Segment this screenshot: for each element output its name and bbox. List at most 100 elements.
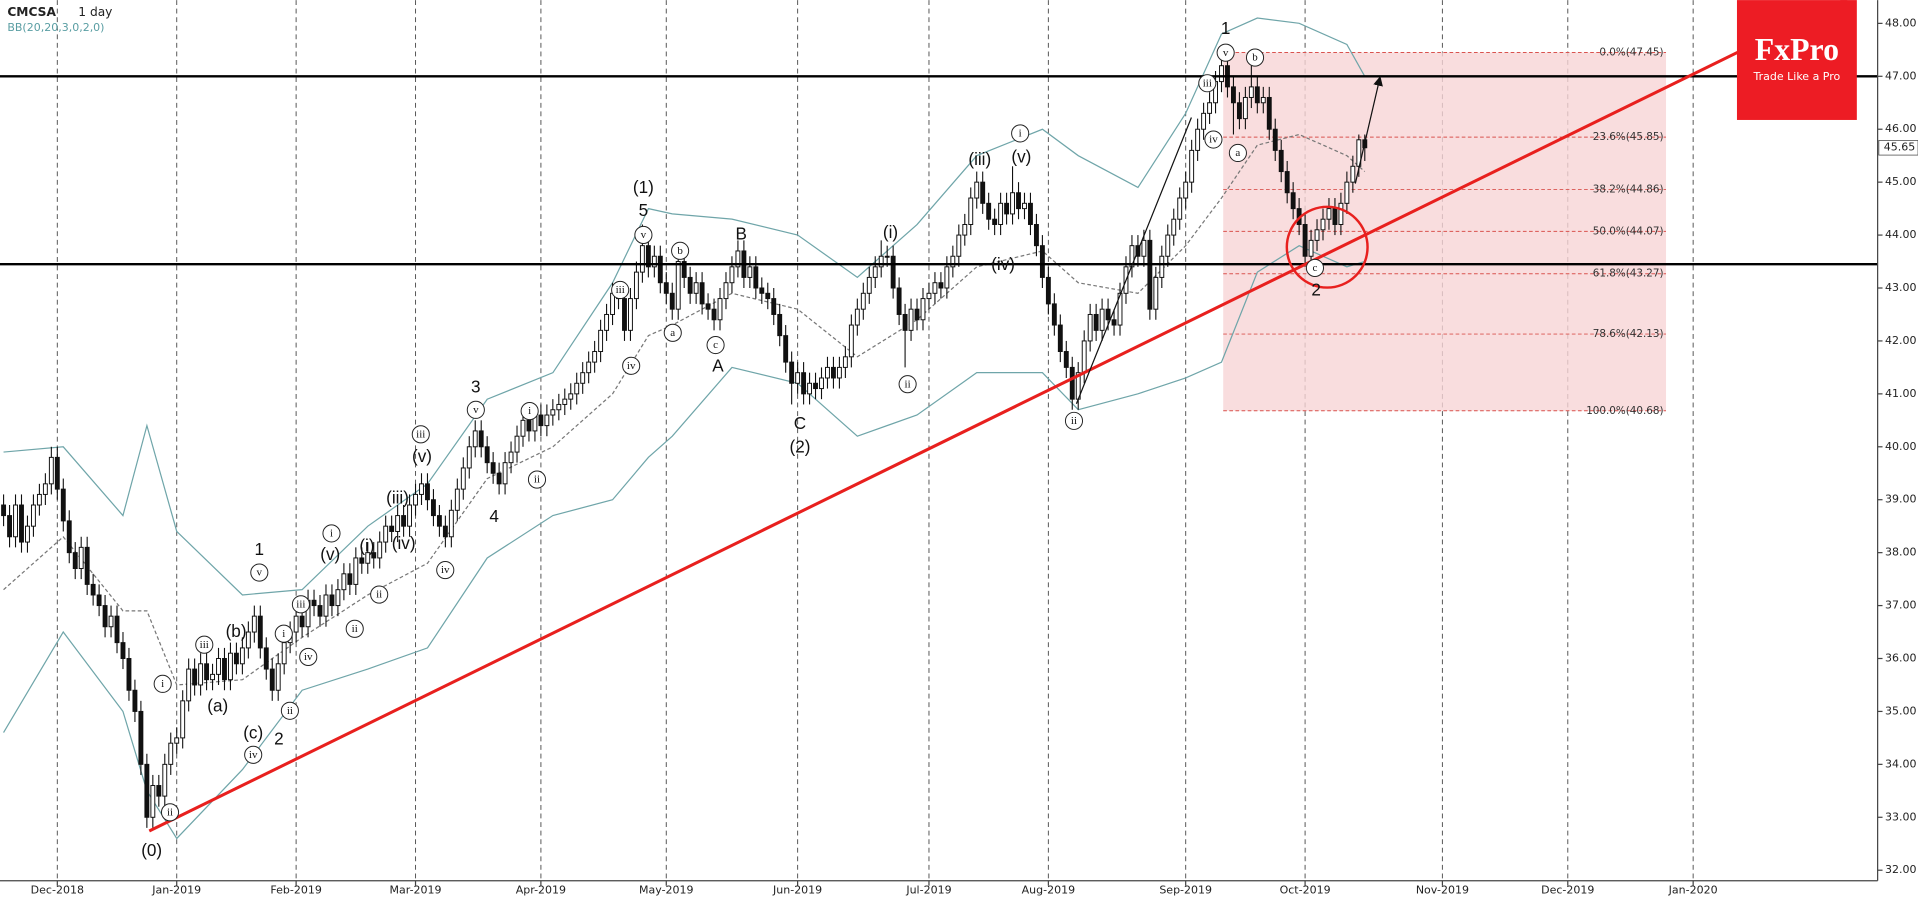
y-tick-label: 37.00	[1885, 599, 1917, 612]
candle-body	[1099, 308, 1105, 331]
wave-label: (v)	[412, 447, 432, 466]
candle-body	[986, 202, 992, 220]
candle-body	[669, 292, 675, 310]
wave-circle	[322, 524, 341, 543]
candle-body	[251, 615, 257, 633]
x-tick-label: Oct-2019	[1280, 884, 1331, 897]
wave-circle	[160, 803, 180, 822]
candle-body	[168, 742, 174, 765]
candle-body	[490, 462, 496, 474]
wave-label: i	[282, 628, 285, 640]
wave-circle	[1064, 411, 1084, 430]
candle-body	[1266, 96, 1272, 130]
candle-body	[299, 615, 305, 628]
wave-circle	[280, 701, 299, 720]
candle-body	[401, 515, 407, 527]
logo-tagline: Trade Like a Pro	[1753, 70, 1841, 83]
candle-body	[281, 642, 287, 665]
y-tick-label: 44.00	[1885, 228, 1917, 241]
candle-body	[1290, 192, 1296, 210]
y-tick-label: 45.00	[1885, 175, 1917, 188]
candle-body	[1022, 202, 1027, 210]
candle-body	[538, 414, 544, 427]
candle-body	[675, 261, 681, 310]
candle-body	[371, 552, 377, 559]
wave-circle	[1228, 143, 1247, 163]
candle-body	[419, 483, 424, 495]
candle-body	[651, 255, 657, 268]
wave-circle	[345, 619, 364, 638]
candle-body	[42, 483, 48, 495]
candle-body	[359, 557, 365, 564]
candle-body	[13, 504, 18, 538]
candle-body	[472, 430, 478, 448]
wave-label: i	[528, 405, 531, 417]
wave-label: ii	[352, 623, 358, 635]
candle-body	[1314, 229, 1320, 241]
candle-body	[980, 181, 986, 204]
candle-body	[878, 255, 884, 268]
candle-body	[78, 546, 84, 570]
wave-label: iii	[416, 428, 425, 440]
candle-body	[1063, 351, 1069, 368]
candle-body	[192, 668, 198, 686]
candle-body	[239, 647, 245, 665]
candle-body	[454, 488, 460, 511]
candle-body	[335, 589, 341, 607]
wave-circle	[244, 745, 263, 764]
y-tick-label: 48.00	[1885, 16, 1917, 29]
wave-label: iii	[200, 639, 209, 651]
candle-body	[622, 298, 627, 331]
wave-circle	[1245, 48, 1265, 67]
candle-body	[1111, 319, 1117, 326]
x-tick-label: Nov-2019	[1416, 884, 1469, 897]
candle-body	[60, 488, 66, 522]
wave-label: b	[677, 245, 683, 257]
candle-body	[848, 324, 854, 358]
candle-body	[998, 202, 1004, 225]
candle-body	[1093, 313, 1099, 331]
candle-body	[126, 658, 132, 691]
candle-body	[275, 663, 281, 691]
candle-body	[1, 504, 7, 517]
wave-label: (2)	[790, 437, 811, 456]
candle-body	[807, 382, 813, 395]
candle-body	[753, 266, 759, 289]
wave-circle	[370, 585, 389, 604]
candle-body	[580, 372, 586, 384]
candle-body	[413, 493, 418, 506]
candle-body	[233, 652, 239, 665]
candle-body	[1171, 218, 1177, 236]
candle-body	[174, 737, 180, 744]
candle-body	[711, 308, 717, 321]
candle-body	[102, 605, 108, 628]
candle-body	[90, 583, 96, 596]
candle-body	[228, 652, 233, 681]
wave-labels: iii(0)iii(a)(b)(c)iv1viii2iiiiv(v)iii(i)…	[141, 19, 1325, 860]
y-tick-label: 34.00	[1885, 757, 1917, 770]
candle-body	[890, 255, 896, 289]
fib-label: 78.6%(42.13)	[1593, 328, 1664, 340]
wave-circle	[671, 241, 690, 260]
candle-body	[1308, 239, 1314, 257]
candle-body	[705, 303, 711, 310]
candle-body	[574, 382, 580, 395]
candle-body	[25, 525, 30, 543]
band-upper	[3, 17, 1366, 596]
wave-label: A	[712, 357, 724, 376]
candle-body	[383, 525, 389, 543]
candle-body	[216, 658, 221, 675]
candle-body	[54, 456, 60, 490]
x-tick-label: May-2019	[639, 884, 694, 897]
fib-label: 0.0%(47.45)	[1599, 46, 1663, 58]
trend-line	[148, 0, 1848, 833]
candle-body	[1028, 202, 1033, 225]
candle-body	[96, 594, 102, 607]
candle-body	[7, 515, 12, 538]
wave-label: ii	[905, 378, 911, 390]
wave-circle	[436, 561, 455, 580]
fib-label: 61.8%(43.27)	[1593, 268, 1664, 280]
wave-label: 4	[489, 507, 499, 526]
candle-body	[508, 451, 514, 464]
wave-label: c	[1313, 262, 1318, 274]
